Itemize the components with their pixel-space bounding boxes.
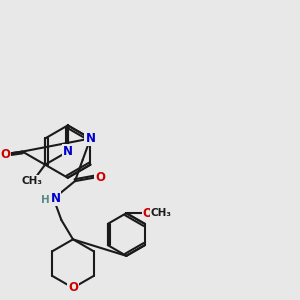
Text: CH₃: CH₃: [151, 208, 172, 218]
Text: H: H: [41, 195, 50, 205]
Text: N: N: [63, 145, 73, 158]
Text: O: O: [143, 207, 153, 220]
Text: N: N: [85, 132, 95, 145]
Text: CH₃: CH₃: [22, 176, 43, 186]
Text: N: N: [50, 192, 61, 205]
Text: O: O: [68, 281, 78, 294]
Text: O: O: [95, 171, 105, 184]
Text: O: O: [0, 148, 10, 160]
